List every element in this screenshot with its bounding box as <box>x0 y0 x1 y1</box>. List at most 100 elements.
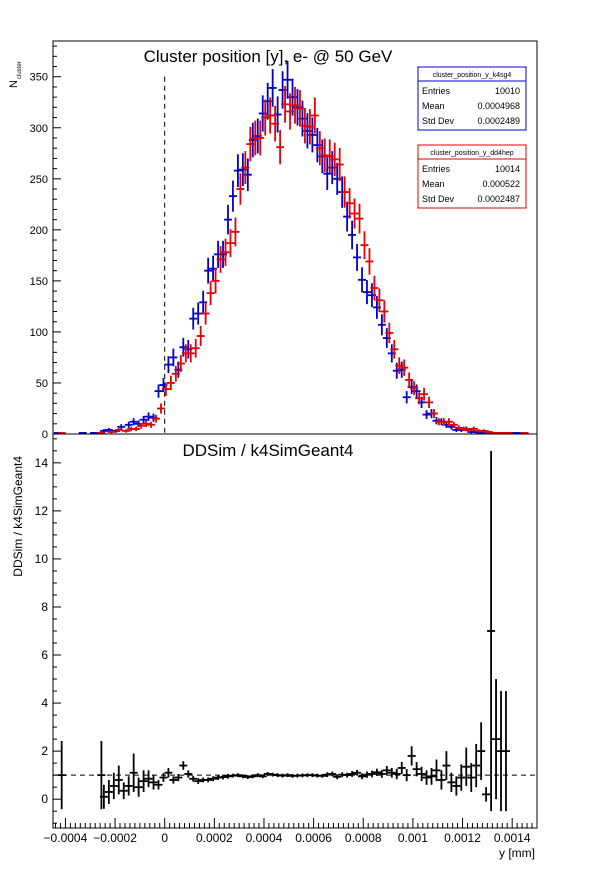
data-point-dd4hep <box>114 427 123 432</box>
data-point-dd4hep <box>166 375 175 391</box>
x-tick-label: −0.0004 <box>44 831 88 845</box>
ratio-point <box>159 773 168 782</box>
data-point-dd4hep <box>241 151 250 185</box>
data-point-dd4hep <box>325 139 334 174</box>
data-point-dd4hep <box>236 173 245 205</box>
data-point-dd4hep <box>469 426 478 432</box>
data-point-dd4hep <box>305 109 314 145</box>
ratio-point <box>109 772 118 800</box>
ratio-point <box>348 771 357 777</box>
y-tick-label: 350 <box>30 72 48 84</box>
data-point-dd4hep <box>152 414 161 423</box>
y-tick-label: 250 <box>30 174 48 186</box>
data-point-dd4hep <box>122 429 131 433</box>
stats-mean-value: 0.0004968 <box>477 101 520 111</box>
data-point-dd4hep <box>291 86 299 124</box>
data-point-dd4hep <box>147 421 156 428</box>
ratio-point <box>487 450 496 812</box>
data-point-k4sg4 <box>377 314 386 336</box>
y-tick-label: 50 <box>36 378 48 390</box>
data-point-k4sg4 <box>348 220 357 250</box>
ratio-point <box>432 759 441 782</box>
ratio-point <box>184 770 193 778</box>
stats-entries-value: 10010 <box>495 86 520 96</box>
ratio-point <box>333 774 342 780</box>
ratio-point <box>139 770 148 792</box>
data-point-k4sg4 <box>117 424 126 430</box>
y-tick-label: 14 <box>35 456 49 470</box>
data-point-dd4hep <box>300 107 309 144</box>
ratio-point <box>99 784 108 809</box>
data-point-dd4hep <box>330 142 339 177</box>
data-point-k4sg4 <box>169 348 178 367</box>
data-point-dd4hep <box>231 217 240 247</box>
data-point-dd4hep <box>156 403 165 414</box>
y-tick-label: 0 <box>42 429 48 441</box>
ratio-point <box>169 776 178 784</box>
data-point-dd4hep <box>186 344 195 363</box>
data-point-dd4hep <box>454 425 463 431</box>
ratio-point <box>119 782 128 800</box>
top-chart-title: Cluster position [y], e- @ 50 GeV <box>144 47 393 66</box>
data-point-k4sg4 <box>164 356 173 374</box>
stats-box-dd4hep: cluster_position_y_dd4hep Entries 10014 … <box>417 144 527 209</box>
x-tick-label: 0.0002 <box>196 831 233 845</box>
data-point-dd4hep <box>211 268 220 294</box>
data-point-k4sg4 <box>139 415 148 424</box>
x-tick-label: 0.0012 <box>444 831 481 845</box>
x-tick-label: −0.0002 <box>93 831 137 845</box>
stats-stddev-value: 0.0002489 <box>477 116 520 126</box>
data-point-dd4hep <box>246 126 255 162</box>
data-point-dd4hep <box>335 147 344 182</box>
ratio-pad: 0 2 4 6 8 10 12 14 −0.0004 −0.0002 0 0.0002 0.0004 0… <box>11 433 538 860</box>
stats-box-k4sg4-title: cluster_position_y_k4sg4 <box>433 72 512 79</box>
ratio-point <box>253 773 262 778</box>
data-point-dd4hep <box>226 229 235 258</box>
ratio-point <box>417 766 426 782</box>
data-point-k4sg4 <box>233 154 242 188</box>
series-dd4hep <box>57 85 529 434</box>
ratio-y-axis-label: DDSim / k4SimGeant4 <box>11 456 25 577</box>
data-point-k4sg4 <box>228 180 237 212</box>
ratio-point <box>482 787 491 802</box>
x-axis-label: y [mm] <box>499 846 535 860</box>
ratio-point <box>501 691 510 812</box>
y-tick-label: 12 <box>35 504 49 518</box>
data-point-dd4hep <box>201 302 210 325</box>
data-point-dd4hep <box>281 85 290 123</box>
data-point-dd4hep <box>484 430 493 434</box>
data-point-dd4hep <box>345 187 354 219</box>
data-point-dd4hep <box>425 396 434 409</box>
stats-mean-value: 0.000522 <box>482 179 520 189</box>
data-point-dd4hep <box>459 426 468 432</box>
ratio-point <box>353 769 362 776</box>
ratio-point <box>104 779 113 804</box>
data-point-k4sg4 <box>358 267 367 293</box>
data-point-dd4hep <box>107 430 116 434</box>
data-point-dd4hep <box>365 248 374 275</box>
ratio-point <box>164 767 173 778</box>
y-tick-label: 200 <box>30 225 48 237</box>
data-point-dd4hep <box>206 281 215 306</box>
x-tick-label: 0 <box>161 831 168 845</box>
ratio-point <box>452 776 461 796</box>
ratio-point <box>149 775 158 790</box>
data-point-dd4hep <box>176 355 185 373</box>
x-tick-label: 0.0014 <box>494 831 531 845</box>
ratio-point <box>467 763 476 792</box>
ratio-point <box>422 770 431 785</box>
stats-mean-label: Mean <box>422 101 445 111</box>
ratio-point <box>194 778 203 785</box>
data-point-k4sg4 <box>129 418 138 426</box>
data-point-k4sg4 <box>402 391 411 404</box>
ratio-point <box>233 773 242 778</box>
data-point-dd4hep <box>380 300 389 323</box>
stats-entries-value: 10014 <box>495 164 520 174</box>
data-point-dd4hep <box>256 120 265 156</box>
data-point-dd4hep <box>385 322 394 344</box>
ratio-point <box>343 772 352 778</box>
x-tick-label: 0.0006 <box>295 831 332 845</box>
y-tick-label: 150 <box>30 276 48 288</box>
data-point-dd4hep <box>191 338 200 358</box>
ratio-point <box>392 768 401 780</box>
